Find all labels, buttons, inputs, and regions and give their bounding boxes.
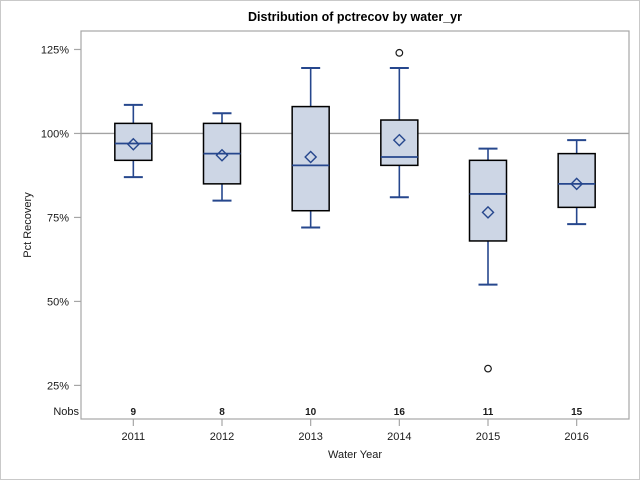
y-tick-label: 50% bbox=[47, 296, 69, 308]
nobs-value: 8 bbox=[219, 407, 225, 418]
mean-diamond bbox=[215, 148, 229, 162]
mean-diamond bbox=[304, 150, 318, 164]
nobs-value: 11 bbox=[483, 407, 494, 418]
nobs-value: 9 bbox=[131, 407, 137, 418]
x-tick-label: 2014 bbox=[387, 431, 411, 443]
nobs-value: 15 bbox=[571, 407, 583, 418]
box-group-2011 bbox=[114, 103, 153, 179]
mean-diamond bbox=[481, 205, 495, 219]
x-axis-title: Water Year bbox=[327, 449, 382, 461]
mean-diamond bbox=[570, 177, 584, 191]
y-tick-label: 125% bbox=[41, 44, 69, 56]
iqr-box bbox=[114, 122, 153, 162]
nobs-value: 10 bbox=[305, 407, 317, 418]
mean-diamond bbox=[392, 133, 406, 147]
x-tick-label: 2016 bbox=[564, 431, 588, 443]
mean-diamond bbox=[126, 137, 140, 151]
iqr-box bbox=[468, 159, 508, 242]
x-tick-label: 2011 bbox=[122, 431, 146, 443]
box-group-2016 bbox=[557, 139, 596, 226]
outlier-point bbox=[484, 364, 492, 373]
plot-frame bbox=[80, 30, 630, 420]
x-tick-label: 2015 bbox=[476, 431, 500, 443]
y-tick-label: 75% bbox=[47, 212, 69, 224]
nobs-label: Nobs bbox=[53, 406, 79, 418]
iqr-box bbox=[291, 105, 330, 212]
y-tick-label: 100% bbox=[41, 128, 69, 140]
iqr-box bbox=[380, 119, 419, 167]
outlier-point bbox=[395, 48, 404, 57]
iqr-box bbox=[557, 152, 596, 209]
box-group-2013 bbox=[291, 66, 330, 229]
box-group-2012 bbox=[202, 112, 242, 202]
box-group-2015 bbox=[468, 147, 508, 373]
box-group-2014 bbox=[380, 48, 419, 199]
x-tick-label: 2012 bbox=[210, 431, 234, 443]
y-tick-label: 25% bbox=[47, 380, 69, 392]
chart-title: Distribution of pctrecov by water_yr bbox=[248, 10, 462, 24]
x-tick-label: 2013 bbox=[298, 431, 322, 443]
nobs-value: 16 bbox=[394, 407, 406, 418]
